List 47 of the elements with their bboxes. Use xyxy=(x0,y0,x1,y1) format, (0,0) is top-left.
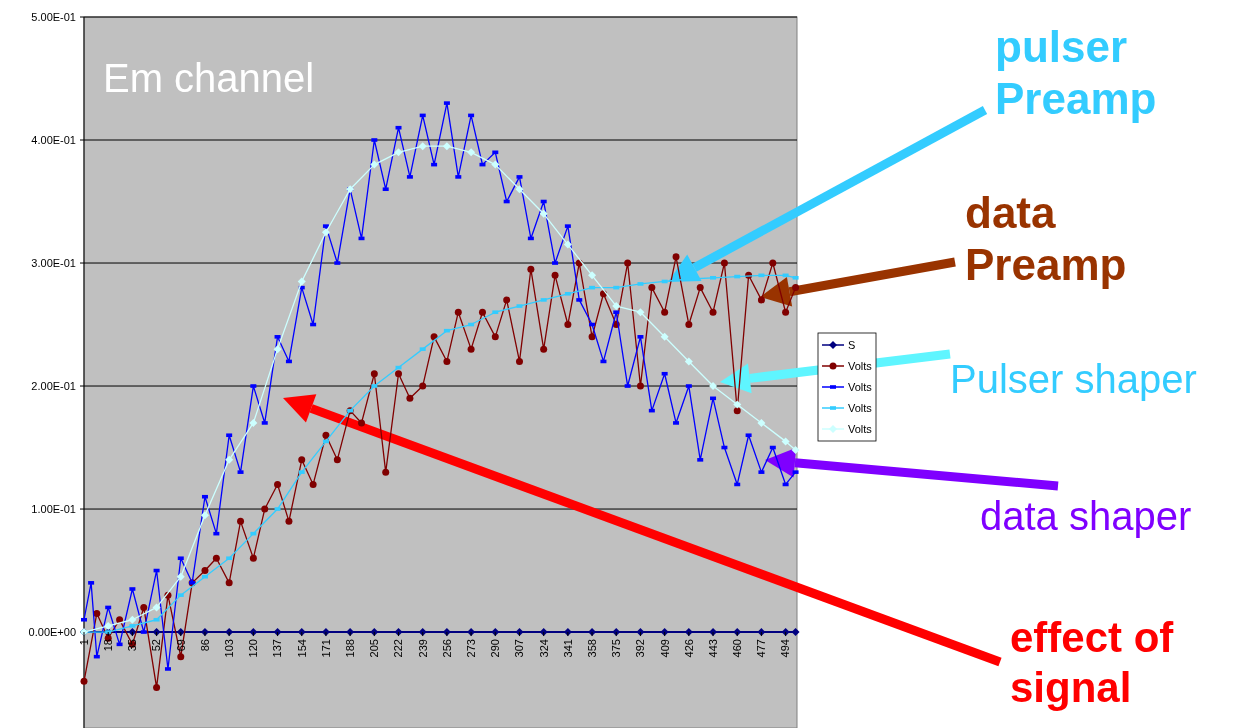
x-tick-label: 52 xyxy=(150,639,163,652)
text: effect of signal xyxy=(1010,614,1175,711)
x-tick-label: 239 xyxy=(416,639,429,658)
legend-label: Volts xyxy=(848,359,873,372)
x-tick-label: 290 xyxy=(489,639,502,658)
y-tick-label: 2.00E-01 xyxy=(31,379,76,392)
x-tick-label: 307 xyxy=(513,639,526,658)
y-tick-label: 4.00E-01 xyxy=(31,133,76,146)
x-tick-label: 18 xyxy=(102,639,115,652)
annotation: Em channel xyxy=(103,56,315,100)
x-tick-label: 426 xyxy=(682,639,695,658)
x-tick-label: 273 xyxy=(464,639,477,658)
x-tick-label: 409 xyxy=(658,639,671,658)
x-tick-label: 324 xyxy=(537,639,550,658)
x-tick-label: 86 xyxy=(198,639,211,652)
x-tick-label: 222 xyxy=(392,639,405,658)
x-tick-label: 443 xyxy=(706,639,719,658)
x-tick-label: 120 xyxy=(247,639,260,658)
x-tick-label: 477 xyxy=(755,639,768,658)
x-tick-label: 494 xyxy=(779,639,792,658)
x-tick-label: 341 xyxy=(561,639,574,658)
x-tick-label: 188 xyxy=(343,639,356,658)
legend-label: Volts xyxy=(848,401,873,414)
text: data shaper xyxy=(980,494,1192,538)
text: pulser Preamp xyxy=(995,22,1157,123)
y-tick-label: 0.00E+00 xyxy=(28,625,76,638)
x-tick-label: 358 xyxy=(585,639,598,658)
x-tick-label: 35 xyxy=(126,639,139,652)
x-tick-label: 256 xyxy=(440,639,453,658)
x-tick-label: 1 xyxy=(77,639,90,646)
x-tick-label: 137 xyxy=(271,639,284,658)
text: Pulser shaper xyxy=(950,357,1197,401)
y-tick-label: 5.00E-01 xyxy=(31,10,76,23)
x-tick-label: 205 xyxy=(368,639,381,658)
x-tick-label: 392 xyxy=(634,639,647,658)
y-tick-label: 3.00E-01 xyxy=(31,256,76,269)
legend-label: Volts xyxy=(848,380,873,393)
x-tick-label: 171 xyxy=(319,639,332,658)
legend-label: Volts xyxy=(848,422,873,435)
x-tick-label: 460 xyxy=(731,639,744,658)
x-tick-label: 103 xyxy=(223,639,236,658)
legend-label: S xyxy=(848,338,856,351)
text: data Preamp xyxy=(965,188,1127,289)
y-tick-label: 1.00E-01 xyxy=(31,502,76,515)
x-tick-label: 375 xyxy=(610,639,623,658)
x-tick-label: 154 xyxy=(295,639,308,658)
x-tick-label: 69 xyxy=(174,639,187,652)
